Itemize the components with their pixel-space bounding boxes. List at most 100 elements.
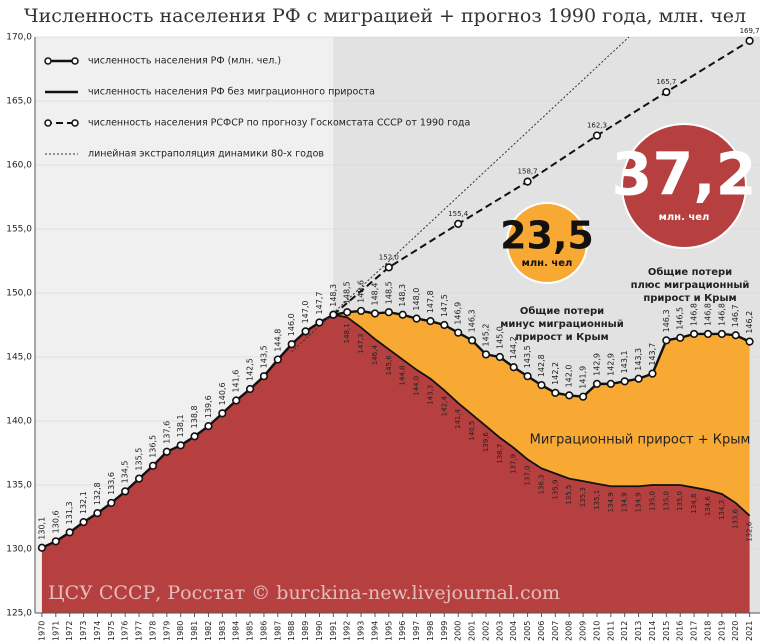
x-tick-label: 1993: [357, 621, 366, 641]
x-tick-label: 2010: [592, 621, 601, 641]
data-label: 144,0: [413, 376, 421, 396]
x-tick-label: 1979: [162, 621, 171, 641]
data-label: 169,7: [740, 27, 760, 35]
data-point: [481, 350, 491, 359]
data-label: 142,8: [537, 354, 546, 377]
data-label: 134,9: [607, 492, 615, 512]
x-tick-label: 2018: [703, 621, 712, 641]
data-point: [176, 441, 185, 450]
data-point: [134, 474, 144, 483]
data-label: 145,6: [385, 355, 393, 376]
annotation-text: прирост и Крым: [643, 293, 736, 304]
legend-marker: [44, 57, 52, 65]
series-line: [333, 313, 751, 517]
chart-title: Численность населения РФ с миграцией + п…: [24, 5, 746, 27]
x-tick-label: 1988: [287, 621, 296, 641]
y-tick-label: 155,0: [6, 225, 32, 235]
data-label: 148,0: [412, 288, 421, 311]
data-label: 142,9: [606, 353, 615, 376]
area-without-migration: [41, 314, 750, 613]
data-label: 132,1: [79, 491, 88, 514]
annotation-value: 37,2: [611, 140, 756, 209]
x-tick-label: 1989: [301, 621, 310, 641]
data-label: 148,1: [343, 323, 351, 343]
annotation-text: минус миграционный: [500, 319, 624, 330]
y-tick-label: 160,0: [6, 161, 32, 171]
legend-label: численность населения РФ (млн. чел.): [88, 56, 281, 67]
x-tick-label: 1992: [343, 621, 352, 641]
data-label: 140,5: [468, 421, 476, 441]
data-label: 165,7: [656, 78, 676, 86]
data-label: 133,6: [107, 472, 116, 495]
series-line: [291, 36, 630, 353]
data-label: 139,6: [204, 395, 213, 418]
legend-marker: [71, 119, 79, 127]
data-point: [162, 447, 171, 456]
data-label: 148,6: [357, 280, 366, 303]
data-label: 134,5: [121, 460, 130, 483]
x-tick-label: 2017: [690, 621, 699, 641]
data-label: 143,5: [523, 345, 532, 368]
data-label: 132,6: [746, 521, 754, 542]
x-tick-label: 2016: [676, 621, 685, 641]
y-tick-label: 170,0: [6, 33, 32, 43]
watermark: ЦСУ СССР, Росстат © burckina-new.livejou…: [48, 582, 560, 604]
data-point: [634, 374, 643, 383]
y-tick-label: 135,0: [6, 481, 32, 491]
data-label: 146,3: [468, 309, 477, 332]
x-tick-label: 1994: [370, 621, 379, 641]
data-point: [329, 310, 338, 319]
x-tick-label: 1987: [273, 621, 282, 641]
data-point: [259, 372, 269, 381]
data-label: 135,0: [676, 491, 684, 511]
data-point: [426, 317, 435, 326]
data-point: [245, 384, 255, 394]
data-label: 146,8: [690, 303, 699, 326]
data-point: [467, 336, 477, 345]
legend-label: численность населения РСФСР по прогнозу …: [88, 118, 470, 129]
x-tick-label: 2011: [606, 621, 615, 641]
x-tick-label: 1982: [204, 621, 213, 641]
x-tick-label: 2005: [523, 621, 532, 641]
annotation-unit: млн. чел: [522, 258, 573, 269]
data-label: 146,2: [745, 311, 754, 334]
area-migration: [333, 310, 750, 516]
data-point: [398, 310, 407, 319]
data-point: [537, 381, 546, 390]
data-point: [79, 518, 88, 527]
data-label: 142,9: [592, 353, 601, 376]
data-label: 135,1: [593, 490, 601, 510]
data-point: [412, 314, 421, 323]
annotation-unit: млн. чел: [659, 212, 710, 223]
data-label: 148,5: [343, 281, 352, 304]
data-label: 146,9: [454, 302, 463, 325]
x-tick-label: 1991: [329, 621, 338, 641]
data-point: [648, 369, 657, 378]
data-point: [356, 306, 366, 316]
data-label: 141,6: [232, 370, 241, 393]
data-point: [190, 432, 199, 441]
data-label: 143,3: [634, 348, 643, 371]
data-label: 134,8: [690, 494, 698, 514]
x-tick-label: 2009: [579, 621, 588, 641]
data-point: [495, 352, 504, 362]
data-label: 136,3: [537, 474, 545, 494]
y-tick-label: 125,0: [6, 609, 32, 619]
x-tick-label: 2002: [481, 621, 490, 641]
data-label: 133,6: [732, 508, 740, 529]
data-label: 135,3: [579, 487, 587, 507]
data-point: [523, 372, 532, 381]
data-label: 137,0: [524, 465, 532, 485]
data-point: [343, 308, 352, 317]
data-point: [454, 219, 463, 228]
data-label: 143,1: [620, 350, 629, 373]
data-label: 138,8: [190, 405, 199, 428]
x-tick-label: 1985: [246, 621, 255, 641]
data-label: 143,3: [426, 385, 434, 405]
data-label: 147,5: [440, 294, 449, 317]
x-tick-label: 2007: [551, 621, 560, 641]
data-label: 134,3: [718, 500, 726, 520]
data-point: [592, 379, 602, 388]
data-point: [745, 337, 754, 346]
data-point: [703, 329, 713, 339]
